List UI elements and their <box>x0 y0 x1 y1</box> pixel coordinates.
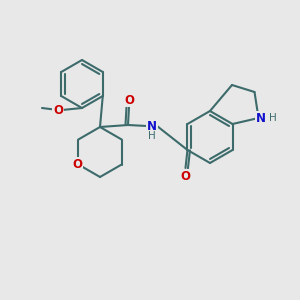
Text: H: H <box>268 113 276 123</box>
Text: N: N <box>256 112 266 124</box>
Text: N: N <box>147 119 157 133</box>
Text: O: O <box>124 94 134 106</box>
Text: O: O <box>72 158 82 171</box>
Text: O: O <box>181 169 190 182</box>
Text: O: O <box>53 103 63 116</box>
Text: H: H <box>148 131 156 141</box>
